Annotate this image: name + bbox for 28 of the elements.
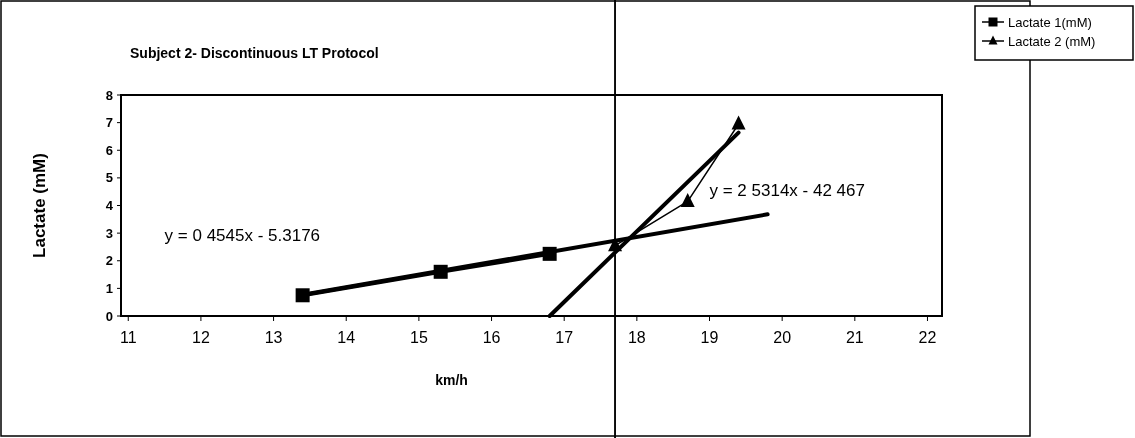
y-tick-label: 4	[105, 198, 114, 214]
x-tick-label: 11	[119, 329, 137, 346]
y-tick-label: 0	[105, 308, 113, 324]
x-tick-label: 19	[700, 329, 719, 346]
x-tick-label: 21	[845, 329, 864, 346]
x-tick-label: 22	[918, 329, 937, 346]
legend-label: Lactate 2 (mM)	[1008, 33, 1096, 49]
y-tick-label: 5	[105, 170, 113, 186]
y-tick-label: 6	[105, 142, 113, 158]
legend-label: Lactate 1(mM)	[1008, 14, 1092, 30]
y-axis-title: Lactate (mM)	[30, 153, 49, 258]
y-tick-label: 1	[105, 280, 113, 296]
y-tick-label: 2	[105, 253, 113, 269]
x-tick-label: 17	[555, 329, 574, 346]
x-tick-label: 14	[337, 329, 356, 346]
x-tick-label: 18	[627, 329, 646, 346]
annotation: y = 0 4545x - 5.3176	[164, 226, 321, 246]
y-tick-label: 7	[105, 115, 113, 131]
x-tick-label: 12	[192, 329, 210, 346]
x-axis-title: km/h	[435, 372, 468, 388]
y-tick-label: 3	[105, 225, 113, 241]
x-tick-label: 13	[264, 329, 283, 346]
chart-title: Subject 2- Discontinuous LT Protocol	[130, 45, 379, 61]
annotation: y = 2 5314x - 42 467	[709, 180, 865, 200]
x-tick-label: 16	[482, 329, 501, 346]
y-tick-label: 8	[105, 87, 113, 103]
x-tick-label: 20	[773, 329, 792, 346]
x-tick-label: 15	[409, 329, 428, 346]
